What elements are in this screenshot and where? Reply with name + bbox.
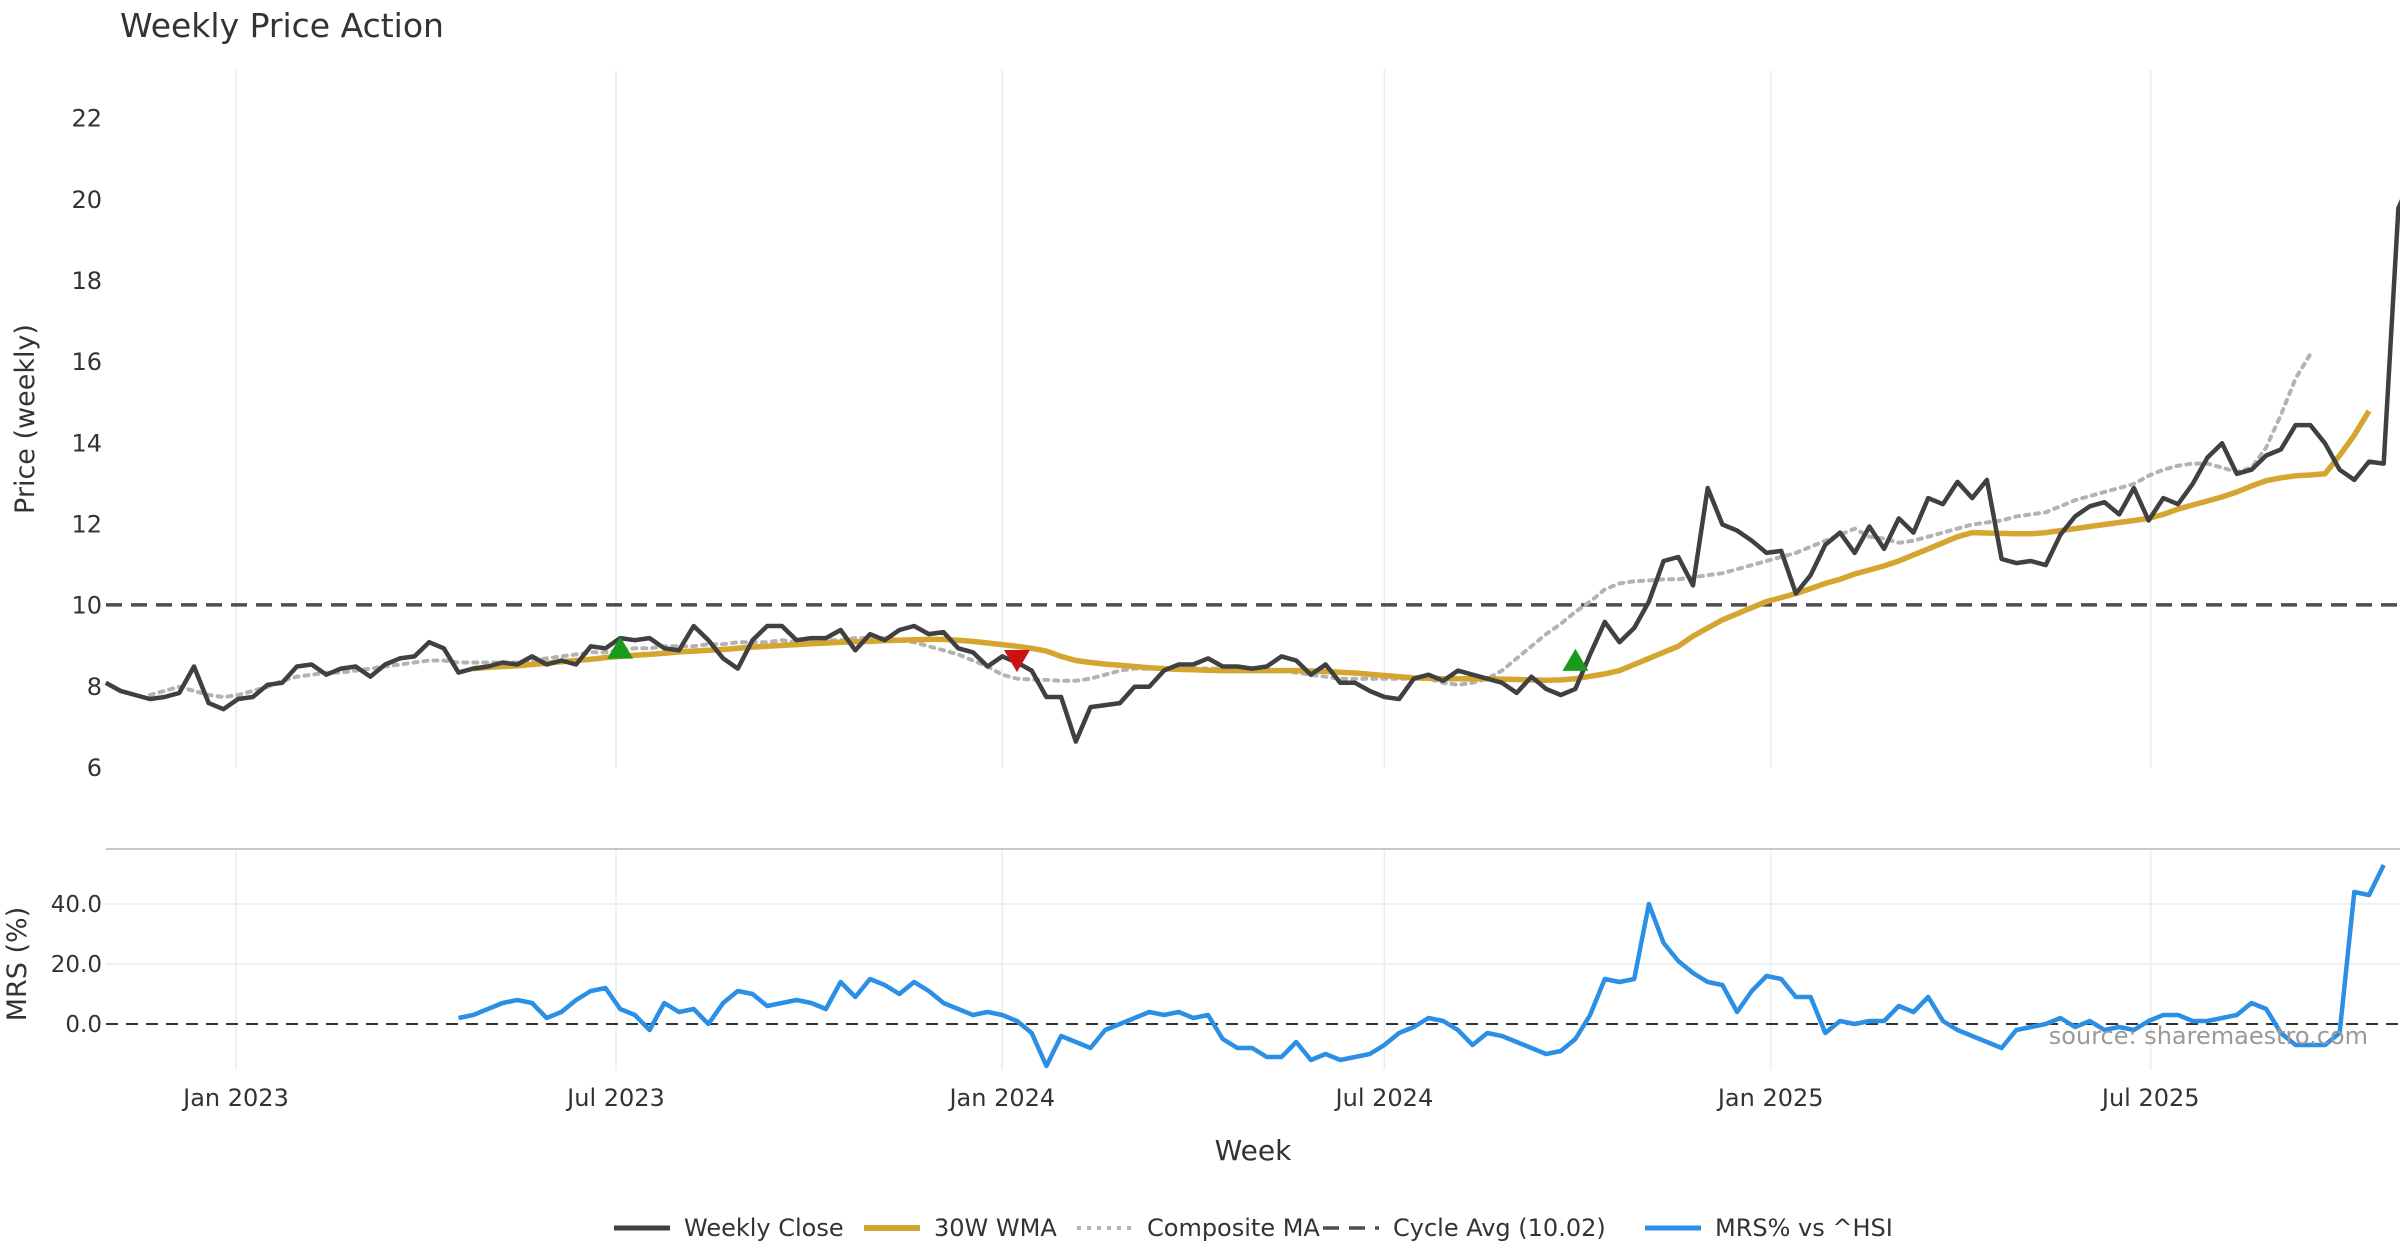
price-y-tick-label: 14: [71, 429, 102, 457]
x-tick-label: Jul 2023: [565, 1084, 665, 1112]
legend-item: Cycle Avg (10.02): [1323, 1214, 1606, 1242]
price-y-tick-label: 22: [71, 105, 102, 133]
price-y-tick-label: 20: [71, 186, 102, 214]
x-tick-label: Jul 2024: [1334, 1084, 1434, 1112]
gridlines: [106, 70, 2400, 1070]
legend-label: Composite MA: [1147, 1214, 1320, 1242]
price-y-tick-label: 10: [71, 592, 102, 620]
x-tick-label: Jul 2025: [2100, 1084, 2200, 1112]
price-y-tick-label: 16: [71, 348, 102, 376]
signal-markers: [607, 636, 1589, 673]
buy-signal-marker: [1562, 648, 1589, 671]
price-y-tick-label: 12: [71, 511, 102, 539]
price-y-tick-label: 18: [71, 267, 102, 295]
legend-item: MRS% vs ^HSI: [1645, 1214, 1893, 1242]
reference-lines: [106, 603, 2400, 1025]
legend-label: 30W WMA: [934, 1214, 1057, 1242]
weekly-close-line: [104, 199, 2400, 744]
legend-label: MRS% vs ^HSI: [1715, 1214, 1893, 1242]
mrs-y-tick-label: 0.0: [65, 1012, 102, 1038]
x-tick-label: Jan 2023: [181, 1084, 289, 1112]
mrs-y-axis-label: MRS (%): [2, 907, 33, 1022]
x-axis-label: Week: [1215, 1134, 1292, 1167]
chart-title: Weekly Price Action: [120, 6, 444, 45]
wma-30w-line: [472, 409, 2372, 684]
source-note: source: sharemaestro.com: [2049, 1022, 2368, 1050]
legend-label: Cycle Avg (10.02): [1393, 1214, 1606, 1242]
mrs-line: [458, 864, 2386, 1069]
legend-label: Weekly Close: [684, 1214, 844, 1242]
composite-ma-line: [147, 352, 2313, 700]
mrs-y-tick-label: 20.0: [51, 952, 102, 978]
legend-item: Composite MA: [1077, 1214, 1320, 1242]
legend-item: Weekly Close: [614, 1214, 844, 1242]
axes: Jan 2023 Jul 2023 Jan 2024 Jul 2024 Jan 2025…: [2, 105, 2368, 1167]
legend-item: 30W WMA: [864, 1214, 1057, 1242]
series-layer: [104, 199, 2400, 1069]
x-tick-label: Jan 2025: [1716, 1084, 1824, 1112]
price-y-tick-label: 8: [87, 673, 102, 701]
price-y-tick-label: 6: [87, 754, 102, 782]
mrs-y-tick-label: 40.0: [51, 892, 102, 918]
buy-signal-marker: [607, 636, 634, 659]
x-tick-label: Jan 2024: [947, 1084, 1055, 1112]
sell-signal-marker: [1003, 650, 1030, 673]
price-y-axis-label: Price (weekly): [10, 324, 41, 514]
legend: Weekly Close 30W WMA Composite MA Cycle Avg…: [614, 1214, 1893, 1242]
